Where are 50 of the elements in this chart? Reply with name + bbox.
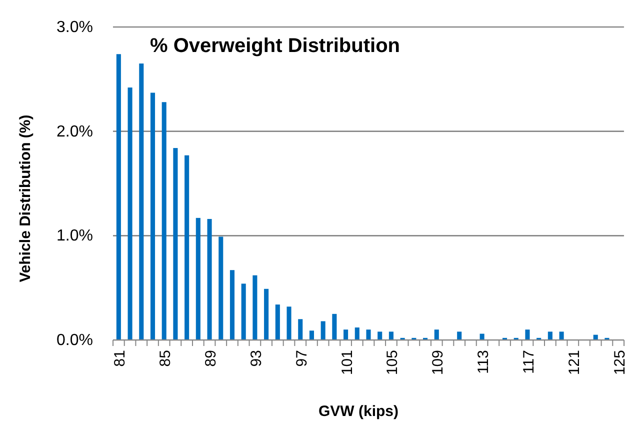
bar	[230, 270, 235, 340]
bar	[548, 332, 552, 340]
x-tick-label: 105	[384, 350, 402, 376]
x-axis-title: GVW (kips)	[318, 403, 399, 420]
bar	[184, 155, 190, 340]
x-tick-label: 109	[430, 350, 447, 376]
x-tick-label: 93	[248, 350, 265, 367]
bar	[264, 288, 269, 340]
bar	[173, 148, 178, 340]
bar	[559, 332, 564, 340]
x-tick-label: 81	[112, 350, 129, 367]
x-tick-label: 125	[611, 350, 625, 376]
bar	[241, 284, 246, 340]
y-tick-label: 0.0%	[56, 332, 93, 349]
y-tick-label: 2.0%	[56, 123, 93, 140]
bar	[128, 88, 132, 340]
y-tick-label: 3.0%	[56, 19, 93, 36]
bar	[286, 306, 292, 340]
bar	[354, 327, 360, 340]
bar	[275, 304, 280, 340]
bar	[298, 319, 303, 340]
x-tick-label: 101	[338, 350, 356, 376]
x-tick-label: 121	[566, 350, 583, 376]
x-tick-label: 89	[202, 350, 220, 367]
bar	[344, 330, 348, 340]
bar	[116, 54, 121, 340]
bar	[525, 330, 530, 340]
x-tick-label: 117	[520, 350, 538, 374]
bar	[480, 334, 484, 340]
bar	[366, 330, 371, 340]
bar	[378, 332, 382, 340]
bar	[139, 64, 144, 340]
bar	[196, 218, 200, 340]
y-axis-title: Vehicle Distribution (%)	[17, 114, 34, 282]
bar	[457, 332, 462, 340]
x-tick-label: 113	[475, 350, 492, 374]
bar	[332, 314, 337, 340]
x-tick-label: 97	[293, 350, 310, 367]
bar	[150, 92, 156, 340]
y-tick-label: 1.0%	[56, 228, 93, 245]
bar	[207, 218, 212, 340]
bar	[218, 236, 224, 340]
bar	[162, 102, 166, 340]
bar	[252, 275, 258, 340]
bar	[434, 330, 439, 340]
x-tick-label: 85	[157, 350, 174, 367]
bar	[388, 332, 394, 340]
bar	[309, 330, 314, 340]
bar	[320, 321, 326, 340]
chart-title: % Overweight Distribution	[150, 35, 400, 57]
